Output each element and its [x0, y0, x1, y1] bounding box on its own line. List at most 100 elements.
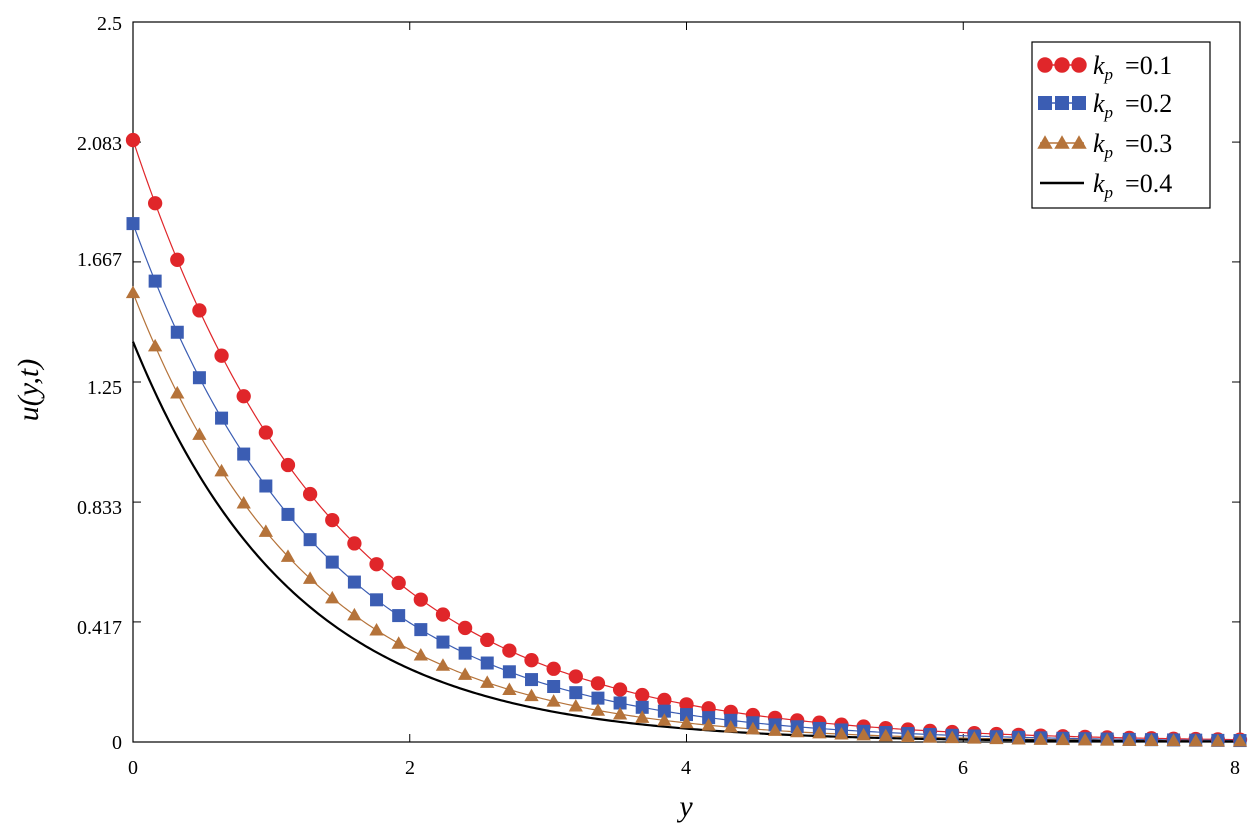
- legend-symbol: k: [1093, 51, 1105, 80]
- x-axis-title: y: [676, 790, 693, 823]
- data-point: [480, 656, 494, 670]
- data-point: [125, 285, 141, 299]
- data-point: [1144, 733, 1159, 747]
- series-markers: [125, 132, 1248, 748]
- data-point: [1188, 733, 1203, 747]
- data-point: [347, 575, 361, 589]
- x-tick-label: 0: [128, 757, 138, 779]
- data-point: [546, 661, 561, 676]
- data-point: [192, 303, 207, 318]
- data-point: [1122, 733, 1137, 746]
- data-point: [1072, 96, 1086, 110]
- data-point: [236, 496, 251, 509]
- legend-subscript: p: [1104, 65, 1114, 84]
- data-point: [347, 536, 362, 551]
- y-axis-title: u(y,t): [12, 359, 45, 421]
- data-point: [370, 593, 384, 607]
- y-tick-label: 1.667: [77, 249, 122, 271]
- data-point: [680, 708, 693, 722]
- legend-subscript: p: [1104, 183, 1114, 202]
- legend-symbol: k: [1093, 169, 1105, 198]
- data-point: [147, 196, 163, 211]
- data-point: [214, 463, 229, 477]
- y-tick-label: 0.417: [77, 617, 122, 639]
- legend-label: kp =0.2: [1093, 89, 1172, 122]
- data-point: [302, 486, 318, 502]
- series-line: [131, 341, 1240, 743]
- data-point: [502, 682, 517, 695]
- data-point: [147, 338, 163, 352]
- data-point: [590, 703, 606, 716]
- data-point: [812, 725, 827, 739]
- legend-symbol: k: [1093, 89, 1105, 118]
- series-markers-group: [125, 132, 1248, 747]
- data-point: [391, 636, 406, 649]
- data-point: [657, 713, 672, 726]
- data-point: [281, 507, 295, 521]
- data-point: [546, 694, 561, 707]
- data-point: [457, 667, 473, 680]
- data-point: [1077, 732, 1093, 746]
- data-point: [524, 688, 539, 702]
- data-point: [635, 710, 650, 723]
- data-point: [325, 555, 339, 569]
- data-point: [258, 425, 273, 440]
- data-point: [900, 729, 916, 742]
- data-point: [215, 411, 229, 425]
- data-point: [192, 371, 206, 385]
- data-point: [280, 457, 296, 473]
- data-point: [457, 620, 473, 636]
- legend-subscript: p: [1104, 143, 1114, 162]
- data-point: [347, 607, 362, 621]
- data-point: [1054, 57, 1070, 73]
- data-point: [170, 325, 184, 339]
- data-point: [568, 669, 583, 684]
- data-point: [1054, 135, 1070, 149]
- data-point: [547, 680, 561, 694]
- data-point: [569, 686, 583, 700]
- series-line: [132, 292, 1241, 742]
- data-point: [391, 575, 406, 591]
- data-point: [369, 622, 384, 636]
- legend-value: =0.4: [1125, 169, 1172, 198]
- series-line: [132, 139, 1241, 741]
- y-tick-label: 0: [112, 732, 122, 754]
- x-tick-label: 4: [681, 757, 691, 779]
- data-point: [325, 590, 340, 604]
- data-point: [967, 731, 982, 744]
- data-point: [413, 592, 428, 607]
- data-point: [302, 571, 318, 584]
- data-point: [458, 646, 472, 660]
- legend-value: =0.1: [1125, 51, 1172, 80]
- x-tick-label: 8: [1230, 757, 1240, 779]
- data-point: [413, 647, 428, 661]
- series-lines: [131, 139, 1241, 743]
- data-point: [1166, 733, 1181, 747]
- data-point: [192, 427, 207, 440]
- data-point: [612, 682, 628, 697]
- data-point: [635, 687, 650, 703]
- data-point: [591, 691, 605, 705]
- data-point: [767, 723, 783, 736]
- data-point: [657, 704, 671, 718]
- data-point: [790, 724, 805, 738]
- legend-label: kp =0.1: [1093, 51, 1172, 84]
- legend-value: =0.3: [1125, 129, 1172, 158]
- data-point: [125, 132, 141, 148]
- y-tick-label: 2.083: [77, 133, 122, 155]
- data-point: [945, 730, 960, 744]
- data-point: [435, 607, 451, 622]
- legend-symbol: k: [1093, 129, 1105, 158]
- data-point: [148, 274, 162, 288]
- data-point: [657, 692, 672, 708]
- legend-label: kp =0.3: [1093, 129, 1172, 162]
- data-point: [436, 635, 450, 649]
- data-point: [369, 557, 384, 572]
- data-point: [1071, 135, 1087, 149]
- data-point: [1037, 135, 1053, 149]
- data-point: [745, 721, 761, 735]
- data-point: [236, 389, 251, 404]
- data-point: [258, 524, 273, 537]
- data-point: [480, 675, 495, 688]
